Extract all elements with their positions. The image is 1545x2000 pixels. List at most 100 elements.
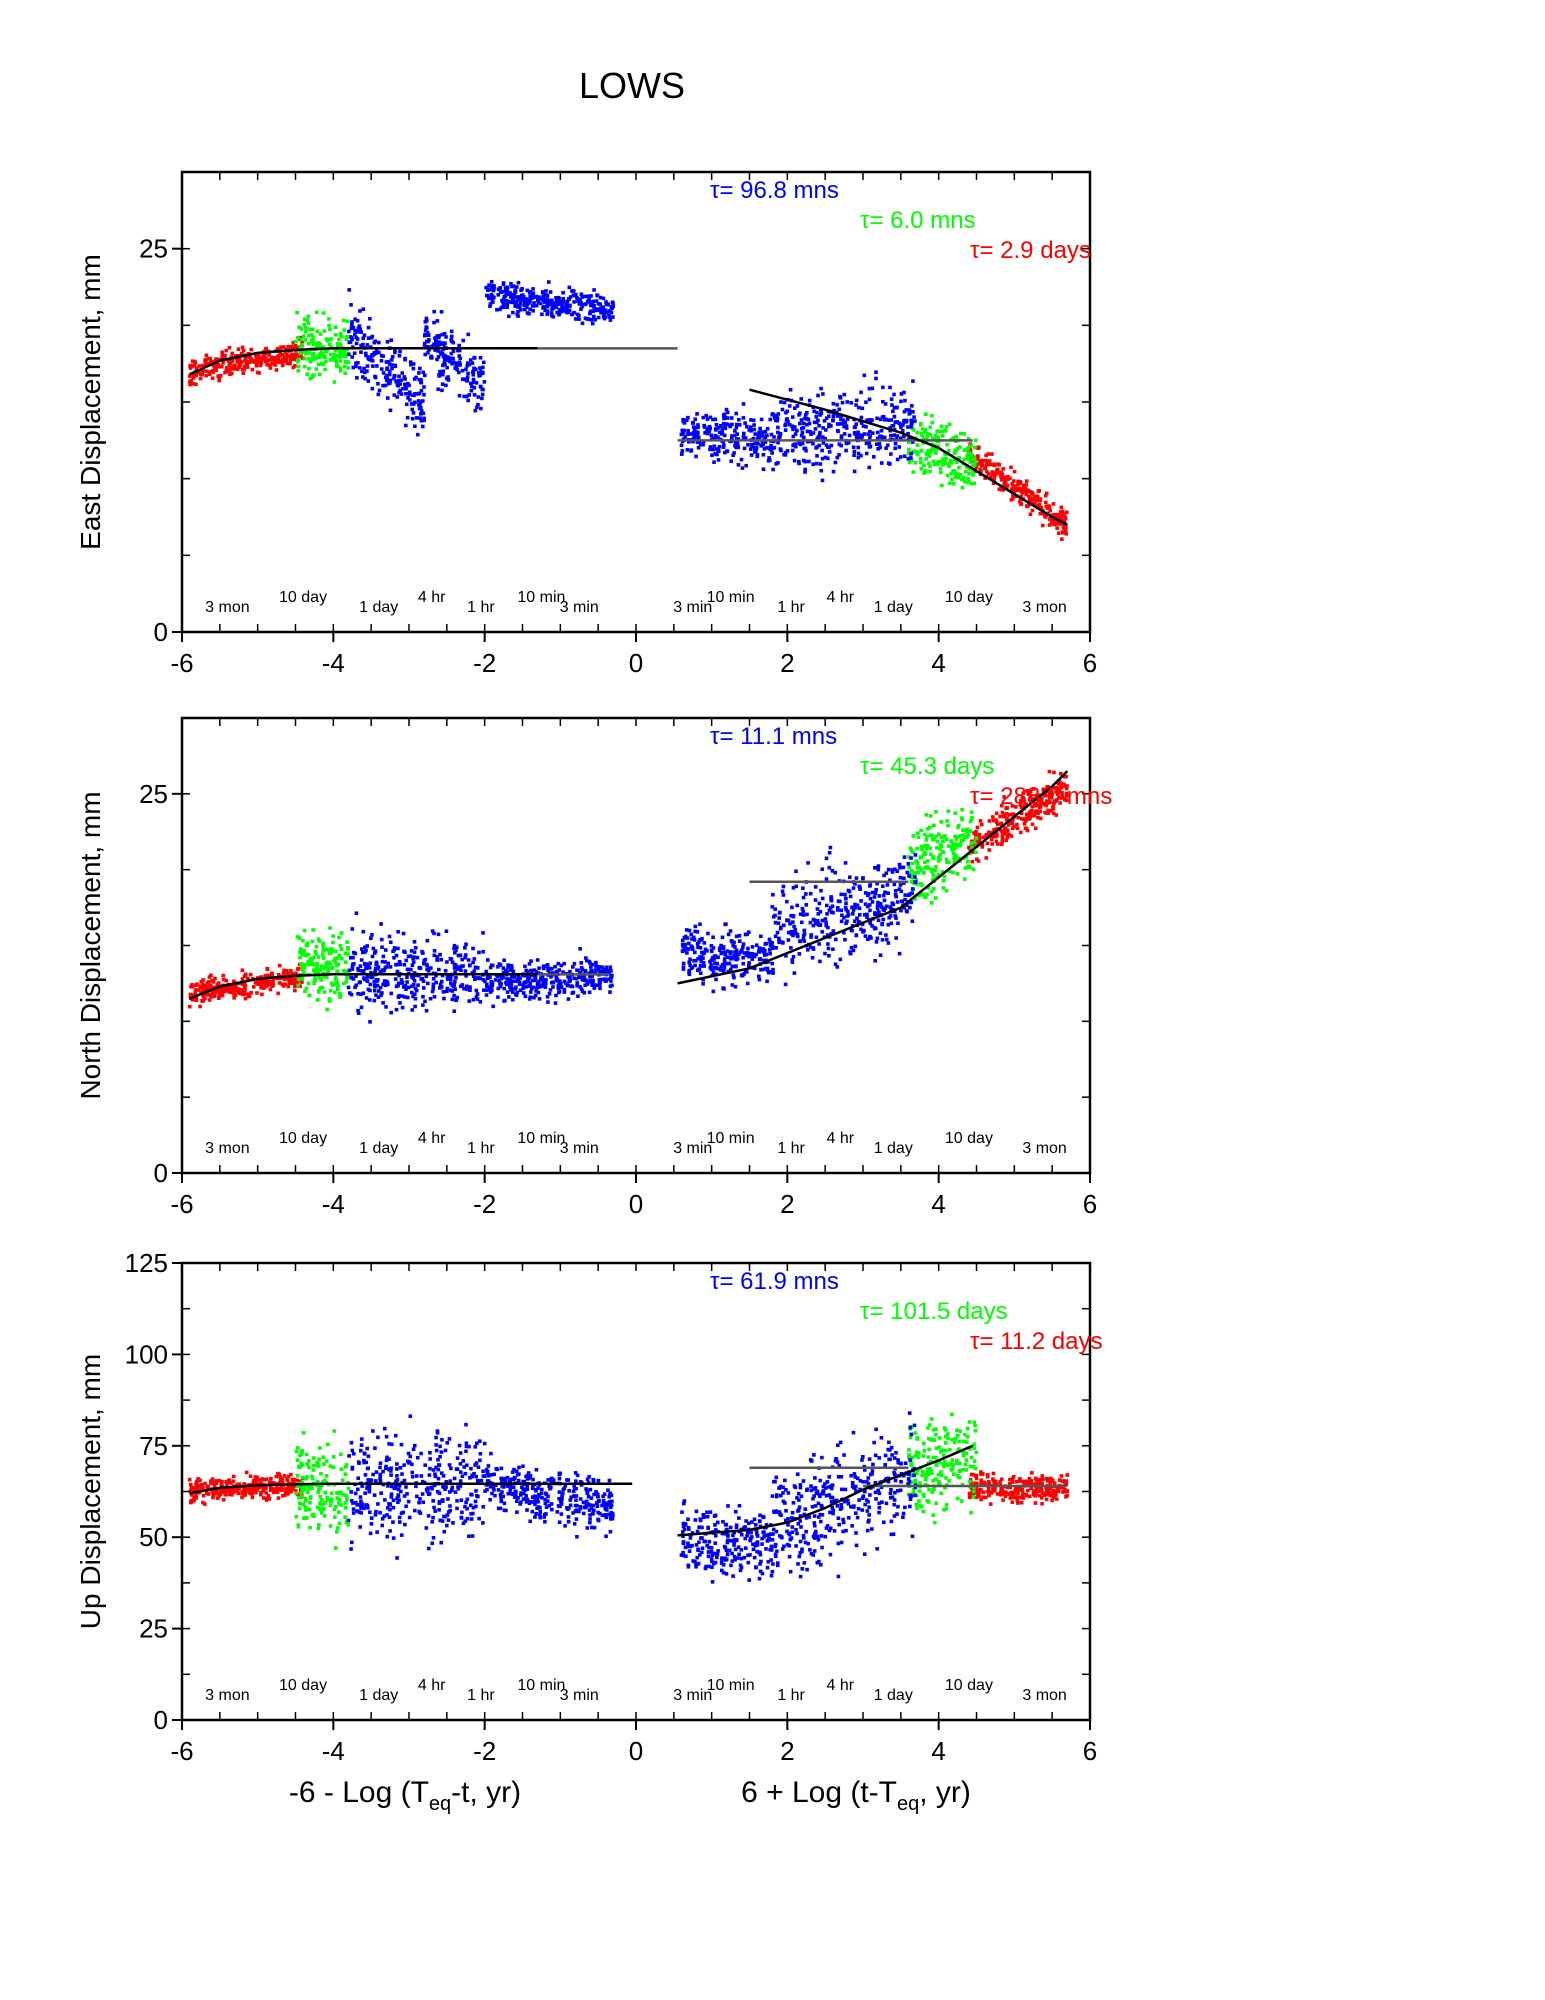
data-point-red — [1006, 477, 1010, 481]
data-point-red — [214, 1479, 219, 1483]
data-point-green — [931, 887, 936, 891]
data-point-blue — [452, 1009, 457, 1014]
data-point-green — [955, 843, 960, 847]
data-point-red — [990, 835, 995, 839]
data-point-green — [928, 833, 933, 838]
data-point-red — [201, 1500, 205, 1505]
data-point-green — [922, 832, 927, 837]
data-point-green — [909, 848, 914, 853]
data-point-green — [940, 434, 945, 438]
data-point-red — [289, 355, 294, 360]
data-point-blue — [709, 963, 713, 967]
data-point-blue — [426, 968, 431, 973]
data-point-green — [339, 947, 344, 952]
data-point-blue — [525, 288, 530, 293]
data-point-blue — [483, 979, 487, 984]
data-point-blue — [535, 298, 540, 302]
data-point-green — [939, 460, 943, 464]
data-point-blue — [385, 373, 389, 378]
data-point-blue — [902, 454, 907, 459]
data-point-green — [320, 952, 325, 957]
data-point-blue — [728, 929, 733, 933]
data-point-green — [966, 476, 970, 481]
data-point-green — [934, 451, 938, 455]
data-point-blue — [414, 988, 419, 993]
data-point-blue — [542, 300, 547, 304]
data-point-blue — [431, 986, 436, 991]
data-point-green — [344, 980, 349, 984]
data-point-red — [284, 969, 288, 974]
data-point-blue — [767, 458, 772, 462]
data-point-red — [255, 1486, 259, 1490]
data-point-blue — [844, 896, 848, 901]
data-point-blue — [348, 955, 353, 960]
data-point-green — [341, 318, 346, 323]
data-point-blue — [715, 452, 719, 457]
data-point-red — [229, 990, 234, 994]
data-point-red — [1020, 796, 1025, 800]
data-point-blue — [556, 961, 561, 966]
data-point-blue — [419, 412, 423, 416]
data-point-blue — [567, 979, 572, 984]
data-point-green — [944, 888, 949, 893]
data-point-blue — [759, 934, 763, 939]
data-point-blue — [803, 470, 807, 474]
data-point-red — [275, 976, 280, 981]
data-point-red — [248, 972, 253, 977]
data-point-blue — [439, 979, 444, 984]
data-point-blue — [890, 424, 894, 428]
data-point-red — [1050, 513, 1055, 517]
data-point-blue — [688, 963, 692, 968]
data-point-blue — [714, 422, 719, 427]
data-point-green — [924, 838, 928, 842]
data-point-green — [954, 460, 959, 464]
data-point-green — [325, 338, 330, 343]
data-point-blue — [684, 928, 689, 932]
data-point-red — [1010, 1480, 1015, 1484]
data-point-red — [264, 1491, 268, 1495]
data-point-blue — [419, 388, 424, 393]
data-point-blue — [865, 915, 869, 920]
data-point-blue — [355, 318, 360, 323]
data-point-blue — [741, 945, 745, 950]
data-point-red — [212, 359, 216, 364]
data-point-green — [951, 481, 956, 486]
data-point-blue — [531, 308, 535, 313]
data-point-blue — [592, 288, 596, 292]
data-point-blue — [865, 912, 869, 917]
data-point-blue — [899, 425, 903, 430]
data-point-blue — [421, 1003, 425, 1007]
data-point-blue — [582, 990, 587, 995]
data-point-green — [945, 473, 950, 478]
data-point-red — [284, 1490, 288, 1495]
data-point-blue — [708, 426, 713, 431]
data-point-red — [210, 376, 215, 381]
data-point-green — [311, 351, 316, 356]
data-point-red — [1058, 796, 1063, 800]
data-point-blue — [776, 461, 780, 465]
data-point-blue — [575, 296, 579, 300]
data-point-blue — [422, 961, 426, 966]
data-point-green — [333, 956, 338, 961]
data-point-red — [1004, 812, 1009, 816]
tau-label-green: τ= 6.0 mns — [860, 207, 976, 234]
data-point-green — [915, 861, 919, 865]
data-point-green — [971, 471, 975, 475]
data-point-blue — [542, 304, 546, 309]
data-point-blue — [679, 443, 684, 448]
data-point-blue — [780, 889, 785, 894]
data-point-green — [318, 986, 323, 990]
data-point-red — [241, 371, 245, 375]
data-point-blue — [455, 361, 460, 365]
data-point-green — [306, 959, 311, 964]
data-point-red — [1010, 826, 1015, 831]
data-point-green — [312, 962, 317, 967]
data-point-red — [1046, 505, 1051, 509]
data-point-red — [1034, 802, 1039, 807]
data-point-red — [1012, 824, 1016, 829]
data-point-blue — [453, 987, 457, 992]
data-point-blue — [770, 961, 775, 966]
data-point-red — [188, 1482, 193, 1487]
data-point-blue — [363, 370, 367, 375]
data-point-blue — [757, 946, 762, 951]
